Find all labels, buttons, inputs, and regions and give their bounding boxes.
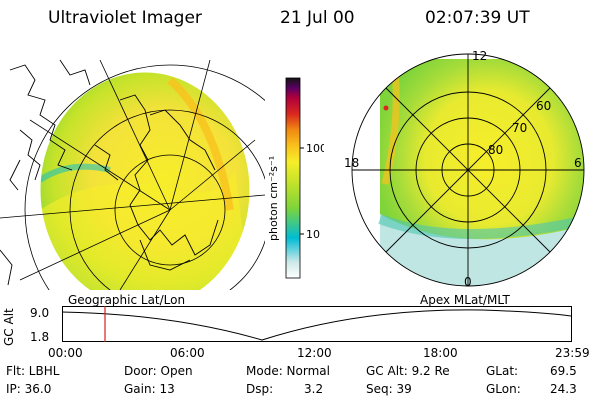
time-label: 02:07:39 UT — [425, 8, 530, 28]
altitude-timeline-plot — [62, 306, 572, 342]
filter-status: Flt: LBHL — [6, 364, 60, 378]
timeline-y-top: 9.0 — [30, 306, 50, 320]
altitude-curve — [62, 309, 572, 341]
timeline-tick-0000: 00:00 — [48, 346, 83, 360]
date-label: 21 Jul 00 — [280, 8, 355, 28]
timeline-tick-1200: 12:00 — [297, 346, 332, 360]
glon-value: 24.3 — [550, 382, 577, 396]
geographic-aurora-image — [0, 59, 265, 290]
dsp-value: 3.2 — [304, 382, 324, 396]
mlt-label-18: 18 — [344, 156, 359, 170]
timeline-tick-0600: 06:00 — [170, 346, 205, 360]
glat-value: 69.5 — [550, 364, 577, 378]
mlt-label-6: 6 — [574, 156, 582, 170]
intensity-colorbar: 100 10 photon cm⁻²s⁻¹ — [267, 77, 324, 279]
gain-status: Gain: 13 — [124, 382, 175, 396]
lat-label-70: 70 — [512, 121, 527, 135]
projection-right-label: Apex MLat/MLT — [420, 293, 510, 307]
ip-status: IP: 36.0 — [6, 382, 52, 396]
glat-label: GLat: — [486, 364, 519, 378]
sequence-status: Seq: 39 — [366, 382, 412, 396]
lat-label-80: 80 — [488, 143, 503, 157]
lat-label-60: 60 — [536, 99, 551, 113]
glon-label: GLon: — [486, 382, 521, 396]
gc-altitude-status: GC Alt: 9.2 Re — [366, 364, 450, 378]
colorbar-tick-100: 100 — [306, 142, 324, 155]
colorbar-tick-10: 10 — [306, 228, 320, 241]
instrument-title: Ultraviolet Imager — [48, 8, 202, 28]
timeline-axis-label: GC Alt — [2, 308, 16, 346]
mode-status: Mode: Normal — [246, 364, 330, 378]
projection-left-label: Geographic Lat/Lon — [68, 293, 186, 307]
polar-mlt-plot: 12 18 6 0 60 70 80 — [344, 49, 585, 289]
timeline-y-bottom: 1.8 — [30, 330, 50, 344]
timeline-tick-2359: 23:59 — [555, 346, 590, 360]
colorbar-gradient — [285, 77, 301, 279]
dsp-label: Dsp: — [246, 382, 274, 396]
timeline-tick-1800: 18:00 — [423, 346, 458, 360]
door-status: Door: Open — [124, 364, 193, 378]
colorbar-unit-label: photon cm⁻²s⁻¹ — [267, 156, 280, 241]
mlt-label-12: 12 — [472, 49, 487, 63]
mlt-label-0: 0 — [464, 275, 472, 289]
